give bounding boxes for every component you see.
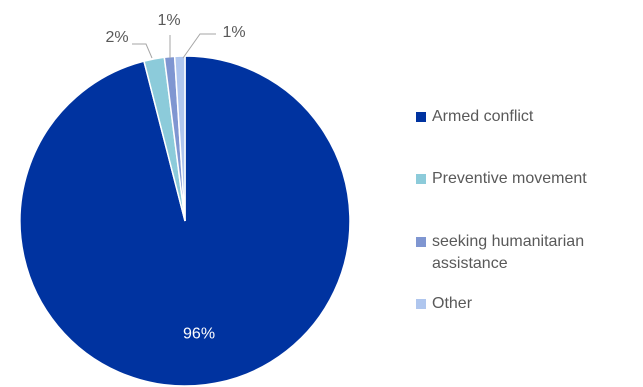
data-label-other: 1% bbox=[222, 24, 245, 41]
legend-item-other: Other bbox=[416, 295, 472, 315]
legend-swatch-other bbox=[416, 299, 426, 309]
data-label-preventive-movement: 2% bbox=[105, 29, 128, 46]
leader-lines bbox=[132, 33, 216, 59]
legend-item-armed-conflict: Armed conflict bbox=[416, 108, 533, 128]
legend-item-preventive-movement: Preventive movement bbox=[416, 170, 587, 190]
legend-label-armed-conflict: Armed conflict bbox=[432, 108, 534, 125]
legend-swatch-preventive-movement bbox=[416, 174, 426, 184]
data-label-seeking-humanitarian-assistance: 1% bbox=[157, 12, 180, 29]
legend: Armed conflict Preventive movement seeki… bbox=[416, 0, 643, 387]
legend-swatch-armed-conflict bbox=[416, 112, 426, 122]
legend-label-preventive-movement: Preventive movement bbox=[432, 170, 587, 187]
legend-swatch-humanitarian-assistance bbox=[416, 237, 426, 247]
data-labels: 96% 2% 1% 1% bbox=[105, 12, 245, 342]
legend-label-other: Other bbox=[432, 295, 473, 312]
pie-slices bbox=[19, 55, 351, 387]
leader-line-preventive-movement bbox=[132, 43, 153, 59]
data-label-armed-conflict: 96% bbox=[183, 325, 215, 342]
legend-label-humanitarian-assistance: seeking humanitarian assistance bbox=[432, 233, 585, 272]
leader-line-other bbox=[182, 33, 216, 59]
legend-item-humanitarian-assistance: seeking humanitarian assistance bbox=[416, 233, 637, 275]
